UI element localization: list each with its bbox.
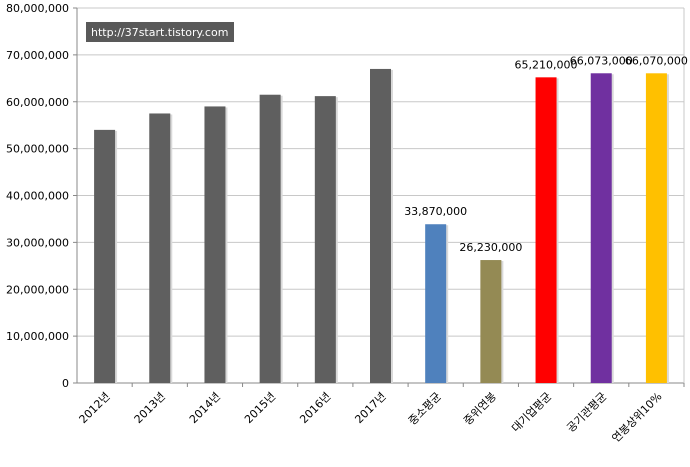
bar [204,106,226,383]
bar [370,68,391,383]
y-tick-label: 30,000,000 [6,236,69,249]
watermark: http://37start.tistory.com [86,22,234,42]
data-label: 26,230,000 [459,241,522,254]
bar [590,73,612,384]
bars [94,68,669,384]
bar [645,73,667,383]
bar [425,224,447,383]
x-tick-label: 2017년 [352,390,388,426]
x-tick-label: 2013년 [132,390,168,426]
data-label: 66,070,000 [625,54,688,67]
bar [94,129,116,383]
y-tick-label: 80,000,000 [6,2,69,15]
bar [314,96,336,383]
x-tick-label: 2012년 [77,390,113,426]
x-tick-label: 연봉상위10% [609,390,664,445]
y-tick-labels: 0 10,000,000 20,000,000 30,000,000 40,000,00… [6,2,69,390]
bar [480,260,502,383]
x-tick-label: 2015년 [242,390,278,426]
bar [535,77,557,383]
x-tick-labels: 2012년 2013년 2014년 2015년 2016년 2017년 중소평균 중위연봉 대기… [77,390,665,445]
x-tick-label: 공기관평균 [564,390,609,435]
x-tick-label: 2016년 [297,390,333,426]
data-label: 33,870,000 [404,205,467,218]
x-tick-label: 대기업평균 [509,390,554,435]
x-tick-label: 중소평균 [406,390,444,428]
data-label: 65,210,000 [515,58,578,71]
y-tick-label: 50,000,000 [6,143,69,156]
y-tick-label: 40,000,000 [6,190,69,203]
bar [259,94,281,383]
data-label: 66,073,000 [570,54,633,67]
bar [149,113,171,383]
x-tick-label: 중위연봉 [461,390,499,428]
y-tick-label: 20,000,000 [6,283,69,296]
x-tick-label: 2014년 [187,390,223,426]
data-labels: 33,870,000 26,230,000 65,210,00066,073,000… [404,54,688,254]
y-tick-label: 0 [62,377,69,390]
y-tick-label: 70,000,000 [6,49,69,62]
y-tick-label: 60,000,000 [6,96,69,109]
y-tick-label: 10,000,000 [6,330,69,343]
watermark-text: http://37start.tistory.com [91,26,228,39]
